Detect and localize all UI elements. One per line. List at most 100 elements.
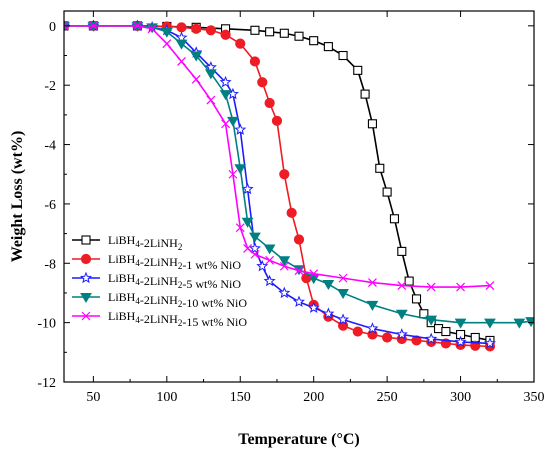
data-point	[454, 318, 467, 329]
data-point	[64, 21, 69, 31]
data-point	[278, 256, 291, 267]
data-point	[191, 23, 202, 34]
legend-item-1: LiBH4-2LiNH2	[72, 233, 182, 252]
data-point	[484, 318, 496, 329]
data-point	[367, 119, 377, 129]
data-point	[205, 25, 216, 36]
data-point	[309, 269, 319, 279]
data-point	[397, 246, 407, 256]
legend-marker	[80, 293, 92, 303]
data-point	[389, 214, 400, 224]
data-point	[382, 332, 393, 343]
y-tick-label: -12	[37, 376, 56, 391]
data-point	[294, 266, 304, 276]
data-point	[404, 276, 414, 286]
data-point	[425, 332, 438, 345]
data-point	[219, 90, 232, 101]
data-point	[249, 56, 261, 67]
legend-label: LiBH4-2LiNH2-5 wt% NiO	[108, 271, 241, 291]
data-point	[485, 281, 495, 290]
data-point	[221, 119, 230, 129]
data-point	[337, 288, 349, 299]
data-point	[397, 281, 407, 290]
data-point	[234, 164, 247, 175]
data-point	[177, 57, 186, 66]
data-point	[441, 326, 451, 337]
data-point	[323, 42, 333, 52]
data-point	[456, 282, 465, 292]
data-point	[307, 301, 320, 313]
data-point	[513, 318, 526, 329]
data-point	[322, 280, 335, 291]
data-point	[338, 273, 348, 283]
data-point	[219, 75, 232, 88]
data-point	[160, 27, 173, 38]
y-tick-label: -6	[44, 198, 56, 213]
data-point	[470, 332, 480, 343]
legend-label: LiBH4-2LiNH2	[108, 233, 182, 252]
data-point	[250, 249, 260, 259]
data-point	[353, 65, 363, 75]
y-tick-label: 0	[49, 20, 56, 35]
legend-label: LiBH4-2LiNH2-10 wt% NiO	[108, 290, 247, 310]
data-point	[241, 217, 254, 228]
data-point	[309, 36, 319, 46]
data-point	[426, 282, 436, 292]
data-point	[366, 300, 379, 311]
legend-item-4: LiBH4-2LiNH2-10 wt% NiO	[72, 290, 247, 310]
data-point	[352, 326, 363, 337]
data-point	[235, 38, 246, 49]
x-tick-label: 100	[156, 390, 177, 405]
series-line	[64, 25, 490, 288]
data-point	[454, 335, 467, 348]
data-point	[88, 21, 98, 31]
data-point	[279, 28, 289, 38]
data-point	[263, 244, 276, 255]
series-5	[64, 21, 495, 292]
data-point	[338, 50, 348, 61]
data-point	[425, 315, 438, 326]
x-tick-label: 200	[303, 390, 324, 405]
x-tick-label: 150	[230, 390, 251, 405]
data-point	[278, 286, 291, 299]
data-point	[293, 234, 305, 245]
y-tick-label: -4	[44, 139, 56, 154]
data-point	[133, 21, 142, 31]
data-point	[286, 207, 297, 218]
legend-label: LiBH4-2LiNH2-15 wt% NiO	[108, 309, 247, 329]
legend-marker	[81, 311, 91, 321]
data-point	[271, 115, 283, 126]
x-axis-title: Temperature (°C)	[238, 431, 359, 448]
data-point	[265, 27, 275, 37]
axes: 50 100 150 200 250 300 350 0 -2 -4 -6 -8 -10 -12 Tempe…	[9, 10, 545, 448]
data-point	[175, 39, 188, 50]
data-point	[220, 29, 231, 40]
data-point	[366, 322, 379, 334]
y-tick-label: -10	[37, 317, 56, 332]
data-point	[279, 169, 290, 180]
legend-marker	[81, 235, 91, 245]
data-point	[228, 169, 238, 179]
legend-label: LiBH4-2LiNH2-1 wt% NiO	[108, 252, 241, 272]
data-point	[234, 123, 247, 135]
data-point	[265, 255, 275, 265]
plot-area	[64, 19, 534, 352]
data-point	[294, 31, 304, 41]
legend-item-3: LiBH4-2LiNH2-5 wt% NiO	[72, 271, 241, 291]
x-tick-label: 350	[524, 390, 545, 405]
data-point	[248, 242, 261, 254]
y-tick-label: -2	[44, 79, 56, 94]
data-point	[257, 77, 268, 88]
data-point	[292, 295, 306, 307]
data-point	[190, 51, 203, 62]
data-point	[411, 294, 422, 304]
y-axis-title: Weight Loss (wt%)	[9, 131, 26, 263]
data-point	[162, 39, 172, 49]
data-point	[322, 307, 335, 319]
data-point	[205, 69, 217, 80]
data-point	[411, 335, 422, 346]
y-tick-label: -8	[44, 257, 56, 272]
data-point	[235, 223, 245, 233]
